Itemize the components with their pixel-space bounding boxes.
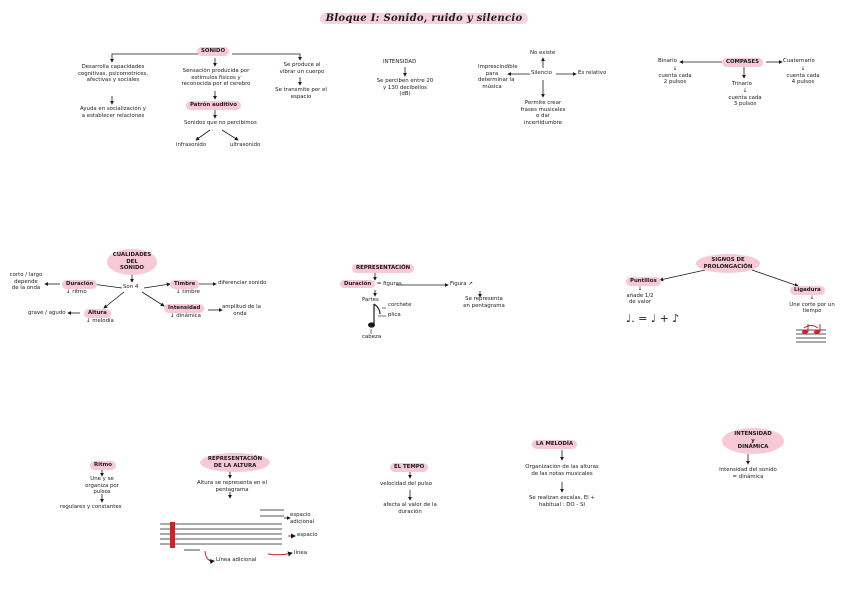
melodia-title: LA MELODÍA <box>532 440 578 449</box>
cualidades-timbre-r: diferenciar sonido <box>218 280 267 286</box>
sonido-infrasonido: infrasonido <box>176 142 207 148</box>
prolongacion-ligadura: Ligadura <box>790 286 825 295</box>
intensidad2-b: Intensidad del sonido = dinámica <box>719 467 777 480</box>
silencio-top: No existe <box>530 50 556 56</box>
compases-cuaternario: Cuaternario <box>783 58 815 64</box>
intensidad1-body: Se perciben entre 20 y 130 decibelios (dB) <box>376 78 434 98</box>
compases-binario: Binario <box>658 58 677 64</box>
prolongacion-title: SIGNOS DE PROLONGACIÓN <box>696 254 760 274</box>
ligadura-staff-icon <box>796 324 826 343</box>
page-title: Bloque I: Sonido, ruido y silencio <box>0 13 848 24</box>
silencio-center: Silencio <box>531 70 552 76</box>
cualidades-intensidad-r: amplitud de la onda <box>222 304 261 317</box>
sonido-patron: Patrón auditivo <box>186 101 241 110</box>
compases-trinario-b: ↓ cuenta cada 3 pulsos <box>728 88 762 108</box>
intensidad1-title: INTENSIDAD <box>383 59 417 65</box>
sonido-b3b: Se transmite por el espacio <box>275 87 327 100</box>
altura-linea-adicional: Línea adicional <box>216 557 257 563</box>
representacion-cabeza: cabeza <box>362 334 382 340</box>
representacion-figura-r: Se representa en pentagrama <box>463 296 505 309</box>
silencio-right: Es relativo <box>578 70 607 76</box>
cualidades-timbre-b: ↓ timbre <box>176 289 200 295</box>
sonido-ultrasonido: ultrasonido <box>230 142 261 148</box>
cualidades-duracion: Duración <box>62 280 98 289</box>
representacion-plica: plica <box>388 312 401 318</box>
sonido-b3: Se produce al vibrar un cuerpo <box>279 62 325 75</box>
representacion-partes: Partes <box>362 297 379 303</box>
representacion-figura: Figura ↗ <box>450 281 473 287</box>
ritmo-c: regulares y constantes <box>60 504 122 510</box>
compases-trinario: Trinario <box>732 81 752 87</box>
silencio-bottom: Permite crear frases musicales o dar incert… <box>520 100 566 126</box>
tempo-c: afecta al valor de la duración <box>383 502 437 515</box>
sonido-no-percibimos: Sonidos que no percibimos <box>184 120 257 126</box>
compases-title: COMPASES <box>722 58 763 67</box>
cualidades-altura-l: grave / agudo <box>28 310 66 316</box>
melodia-c: Se realizan escalas, El + habitual : DO -… <box>529 495 595 508</box>
representacion-duracion: Duración = figuras <box>340 280 402 288</box>
cualidades-intensidad: Intensidad <box>164 304 205 313</box>
altura-espacio: espacio <box>297 532 318 538</box>
prolongacion-puntillos-b: ↓ añade 1/2 de valor <box>626 286 654 306</box>
prolongacion-puntillos: Puntillos <box>626 277 661 286</box>
sonido-b2: Sensación producida por estímulos físicos… <box>181 68 251 88</box>
compases-binario-b: ↓ cuenta cada 2 pulsos <box>658 66 692 86</box>
compases-cuaternario-b: ↓ cuenta cada 4 pulsos <box>786 66 820 86</box>
tempo-title: EL TEMPO <box>390 463 429 472</box>
representacion-title: REPRESENTACIÓN <box>352 264 415 273</box>
cualidades-timbre: Timbre <box>170 280 200 289</box>
cualidades-intensidad-b: ↓ dinámica <box>170 313 201 319</box>
ritmo-title: Ritmo <box>90 461 116 470</box>
ritmo-b: Une y se organiza por pulsos <box>85 476 119 496</box>
cualidades-duracion-b: ↓ ritmo <box>66 289 87 295</box>
prolongacion-formula: ♩. = ♩ + ♪ <box>626 312 680 325</box>
altura-title: REPRESENTACIÓN DE LA ALTURA <box>200 453 270 473</box>
cualidades-altura: Altura <box>84 309 111 318</box>
representacion-corchete: corchete <box>388 302 412 308</box>
cualidades-title: CUALIDADES DEL SONIDO <box>107 249 157 275</box>
tempo-b: velocidad del pulso <box>380 481 433 487</box>
sonido-b1: Desarrolla capacidades cognitivas, psicom… <box>77 64 149 84</box>
intensidad2-title: INTENSIDAD y DINÁMICA <box>722 428 784 454</box>
altura-b: Altura se representa en el pentagrama <box>197 480 267 493</box>
melodia-b: Organización de las alturas de las notas … <box>525 464 599 477</box>
note-icon <box>368 303 386 334</box>
altura-linea: línea <box>294 550 308 556</box>
altura-espacio-adicional: espacio adicional <box>290 512 315 525</box>
cualidades-duracion-l: corto / largo depende de la onda <box>9 272 43 292</box>
cualidades-son4: Son 4 <box>123 284 139 290</box>
silencio-left: Imprescindible para determinar la música <box>478 64 518 90</box>
cualidades-altura-b: ↓ melodía <box>86 318 114 324</box>
sonido-title: SONIDO <box>197 47 230 56</box>
prolongacion-ligadura-b: ↓ Une corte por un tiempo <box>789 295 835 315</box>
pentagrama-staff <box>160 509 284 551</box>
